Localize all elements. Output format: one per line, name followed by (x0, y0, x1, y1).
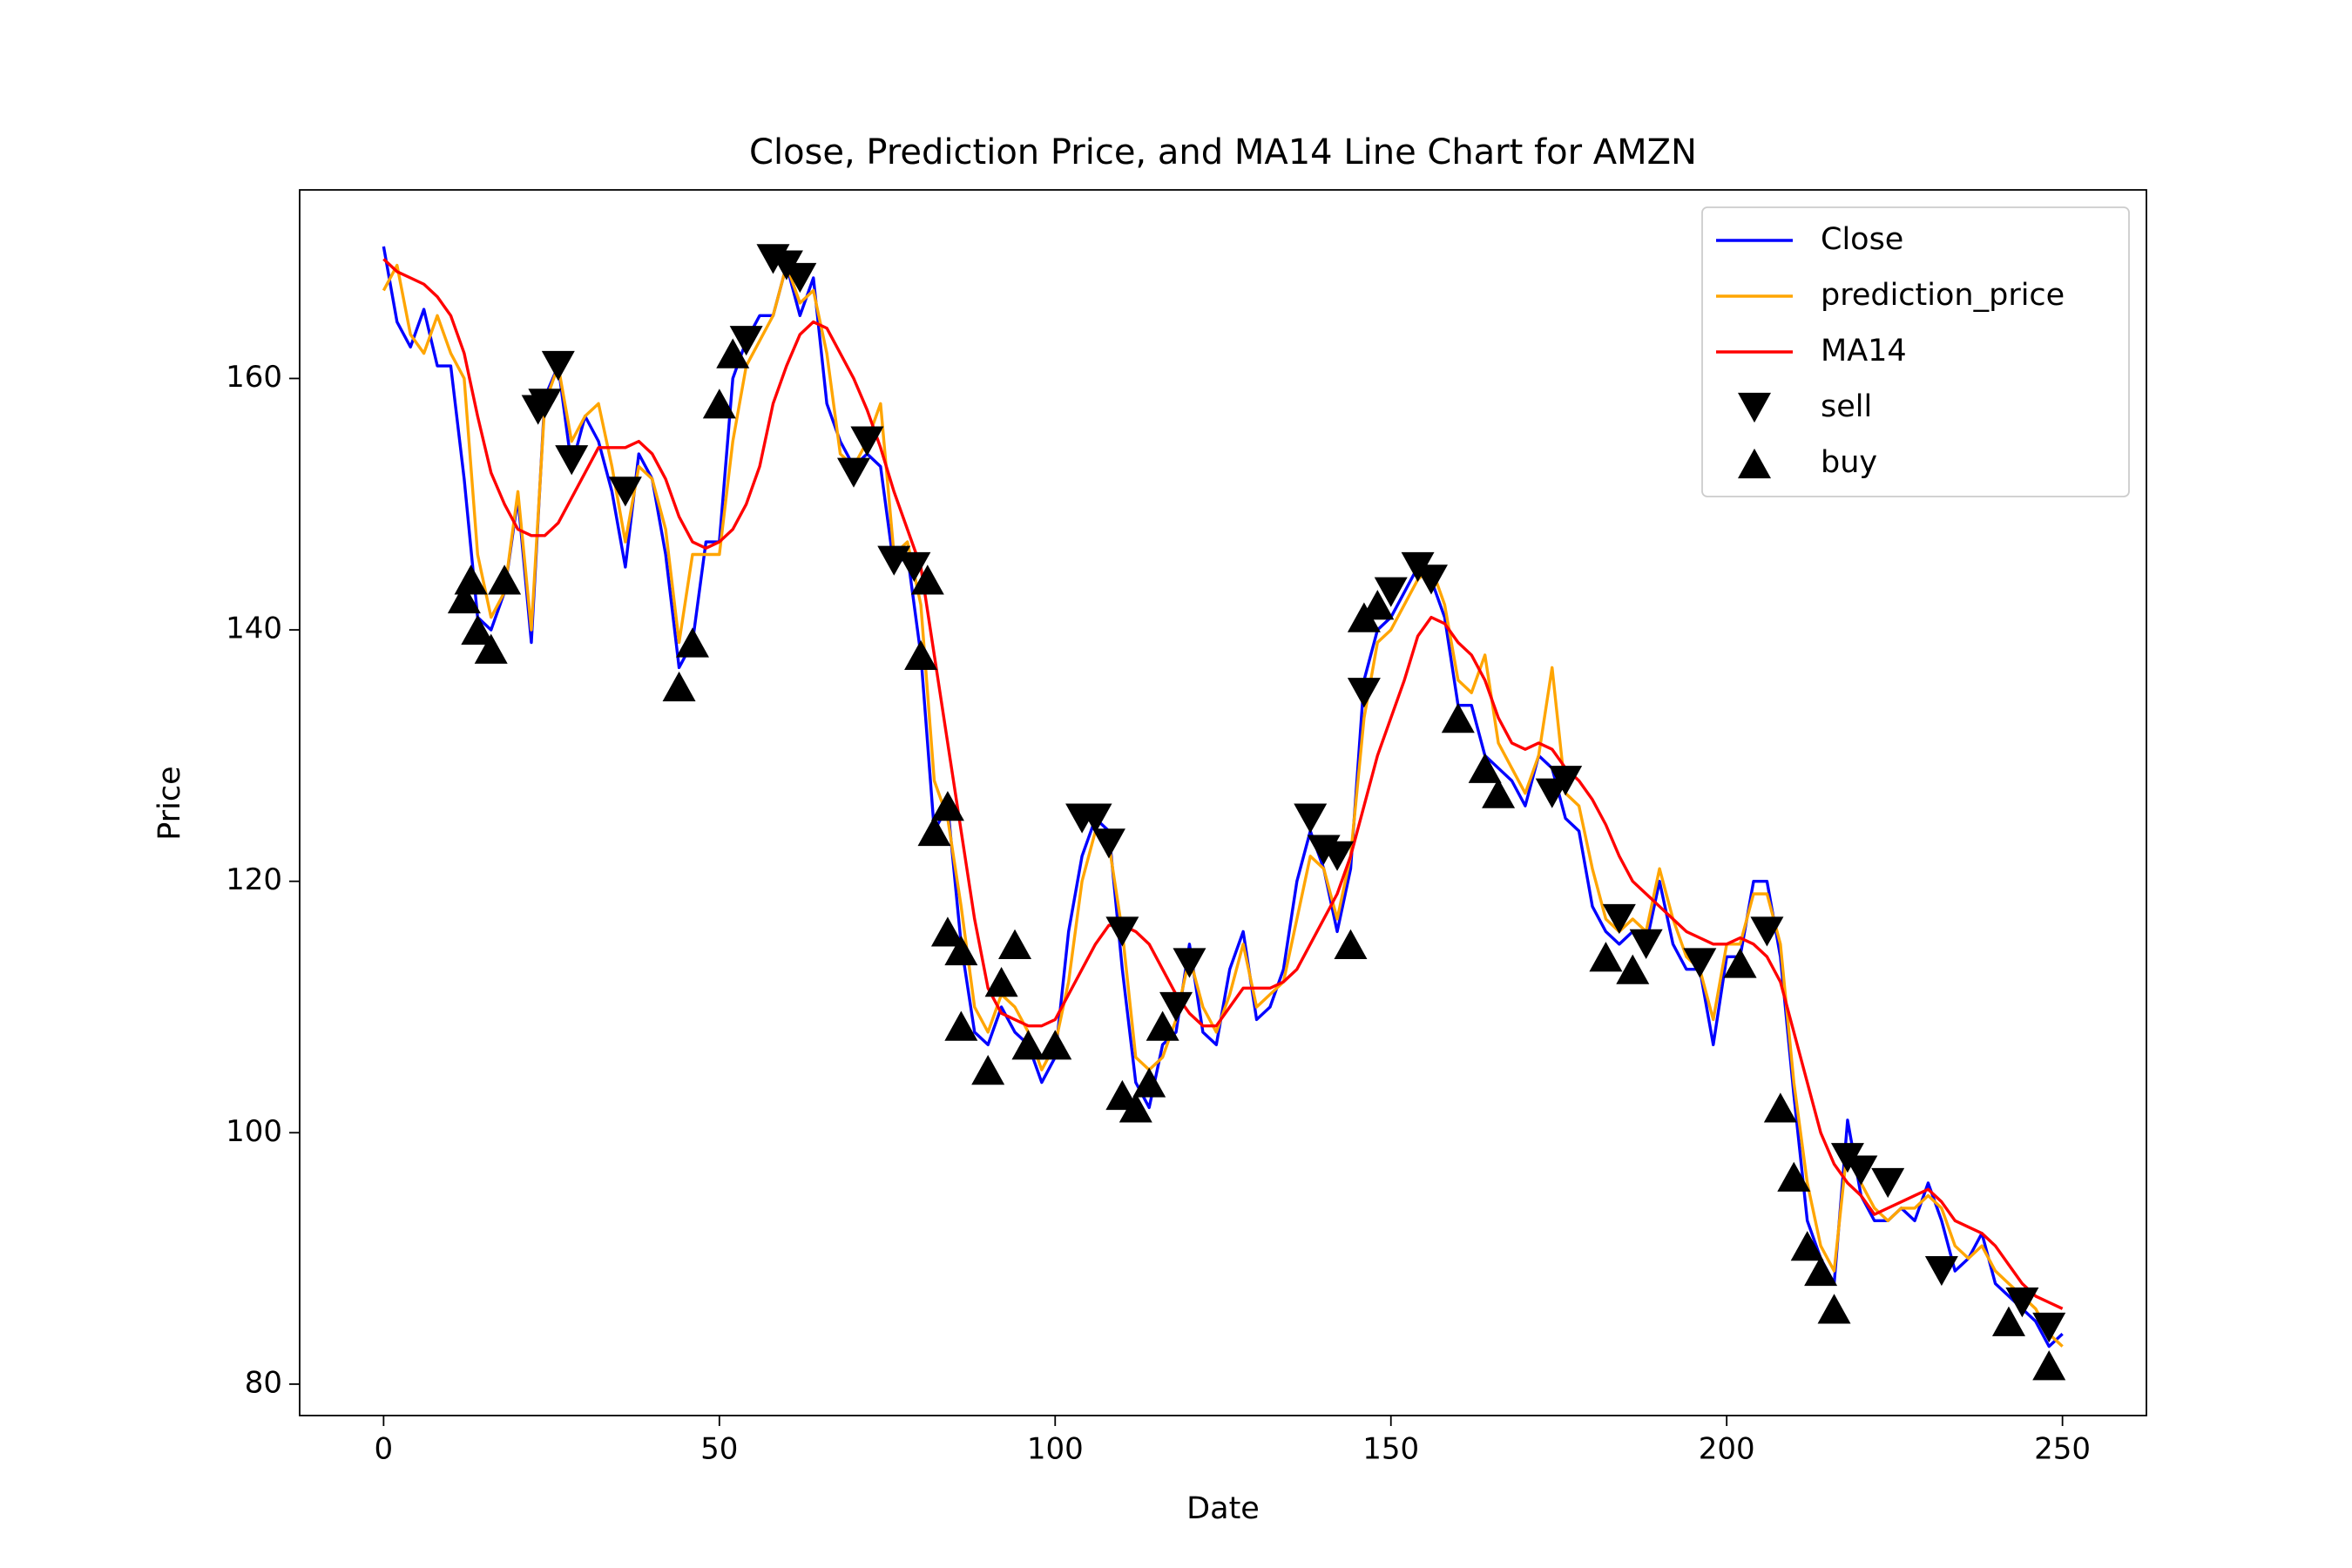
signal-marker (1038, 1030, 1072, 1060)
y-tick-label: 140 (226, 612, 282, 646)
signal-marker (1924, 1255, 1958, 1287)
chart-title: Close, Prediction Price, and MA14 Line C… (749, 132, 1697, 172)
signal-marker (1132, 1067, 1166, 1098)
signal-marker (930, 791, 964, 821)
x-tick-label: 200 (1699, 1432, 1755, 1467)
signal-marker (1683, 948, 1717, 978)
signal-marker (1589, 942, 1623, 972)
signal-marker (1804, 1255, 1838, 1287)
signal-marker (1549, 766, 1583, 796)
signal-marker (555, 445, 589, 476)
legend-label: sell (1821, 389, 1872, 424)
signal-marker (944, 935, 978, 966)
y-tick-label: 100 (226, 1114, 282, 1149)
x-tick-label: 100 (1027, 1432, 1084, 1467)
legend-marker (1738, 392, 1771, 423)
signal-marker (1173, 948, 1206, 978)
signal-marker (837, 457, 870, 488)
signal-marker (1119, 1092, 1152, 1123)
signal-marker (1777, 1161, 1811, 1192)
signal-marker (2032, 1350, 2066, 1381)
signal-marker (447, 583, 481, 614)
signal-marker (541, 350, 575, 382)
y-tick-label: 120 (226, 862, 282, 897)
signal-marker (608, 476, 642, 507)
y-axis-label: Price (152, 766, 187, 840)
signal-marker (2005, 1288, 2039, 1318)
signal-marker (783, 262, 817, 294)
signal-marker (850, 426, 884, 456)
signal-marker (1750, 916, 1784, 947)
signal-marker (454, 564, 488, 595)
series-line (382, 263, 2064, 1348)
signal-marker (904, 639, 938, 671)
x-tick-label: 150 (1362, 1432, 1419, 1467)
signal-marker (1602, 903, 1636, 935)
signal-marker (1414, 564, 1448, 595)
signal-marker (461, 614, 495, 645)
signal-marker (1482, 778, 1516, 808)
signal-marker (1817, 1294, 1851, 1324)
signal-marker (1844, 1155, 1878, 1186)
y-tick-label: 80 (245, 1365, 282, 1400)
signal-marker (1468, 753, 1502, 783)
signal-marker (662, 671, 696, 702)
signal-marker (675, 627, 709, 658)
signal-marker (716, 338, 750, 368)
legend-marker (1738, 448, 1771, 479)
signal-marker (1092, 828, 1125, 859)
signal-marker (1629, 929, 1663, 959)
signal-marker (1871, 1167, 1905, 1199)
signal-marker (729, 326, 763, 356)
signal-marker (998, 929, 1032, 959)
signal-marker (1361, 590, 1395, 620)
plot-frame (299, 189, 2147, 1416)
signal-marker (1347, 678, 1381, 708)
legend-label: Close (1821, 222, 1903, 257)
x-tick-label: 0 (375, 1432, 394, 1467)
signal-marker (1011, 1030, 1045, 1060)
series-line (382, 258, 2064, 1310)
signal-marker (917, 815, 951, 847)
signal-marker (1790, 1231, 1824, 1261)
signal-marker (488, 564, 522, 595)
signal-marker (2032, 1312, 2066, 1343)
signal-marker (1616, 954, 1650, 984)
signal-marker (971, 1055, 1005, 1085)
legend-label: buy (1821, 445, 1877, 480)
signal-marker (1321, 841, 1355, 871)
signal-marker (1146, 1010, 1179, 1041)
signal-marker (984, 967, 1018, 997)
signal-marker (930, 916, 964, 947)
signal-marker (944, 1010, 978, 1041)
signal-marker (1991, 1306, 2025, 1336)
signal-marker (528, 389, 562, 419)
x-tick-label: 50 (700, 1432, 738, 1467)
signal-marker (702, 389, 736, 419)
legend-box (1701, 206, 2130, 497)
signal-marker (1723, 948, 1757, 978)
x-tick-label: 250 (2034, 1432, 2091, 1467)
y-tick-label: 160 (226, 360, 282, 395)
signal-marker (1763, 1092, 1797, 1123)
signal-marker (1105, 916, 1139, 947)
signal-marker (1334, 929, 1368, 959)
signal-marker (910, 564, 944, 595)
legend-label: MA14 (1821, 334, 1907, 368)
signal-marker (1441, 702, 1475, 733)
signal-marker (897, 551, 931, 583)
legend-label: prediction_price (1821, 278, 2065, 313)
signal-marker (1078, 803, 1112, 834)
signal-marker (1294, 803, 1328, 834)
x-axis-label: Date (1186, 1491, 1260, 1526)
signal-marker (1159, 991, 1193, 1023)
signal-marker (474, 633, 508, 664)
signal-marker (1374, 577, 1408, 607)
